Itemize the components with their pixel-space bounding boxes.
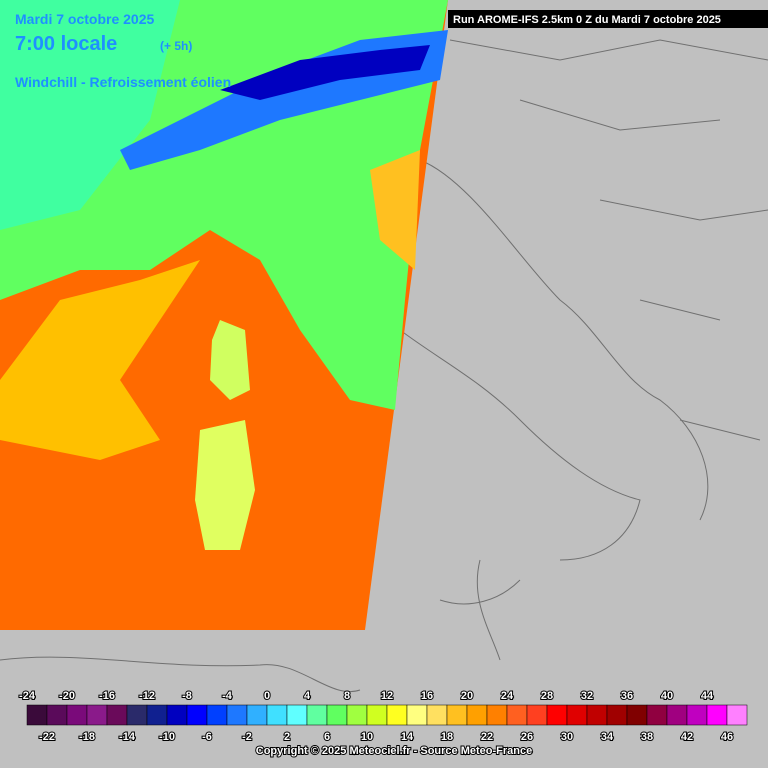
scale-label: -22	[39, 731, 55, 743]
swatch	[406, 704, 428, 726]
swatch	[146, 704, 168, 726]
swatch	[86, 704, 108, 726]
scale-label: -18	[79, 731, 95, 743]
swatch	[166, 704, 188, 726]
swatch	[466, 704, 488, 726]
borders	[0, 39, 768, 693]
offset: (+ 5h)	[160, 39, 192, 53]
swatch	[186, 704, 208, 726]
swatch	[646, 704, 668, 726]
scale-label: 38	[641, 731, 653, 743]
scale-label: -8	[182, 690, 192, 702]
scale-label: 36	[621, 690, 633, 702]
warm-area	[0, 260, 200, 460]
swatch	[46, 704, 68, 726]
scale-label: 4	[304, 690, 311, 702]
scale-label: 42	[681, 731, 693, 743]
swatch	[286, 704, 308, 726]
swatch	[426, 704, 448, 726]
scale-label: 20	[461, 690, 473, 702]
swatch	[506, 704, 528, 726]
scale-label: -24	[19, 690, 36, 702]
scale-label: -14	[119, 731, 136, 743]
swatch	[686, 704, 708, 726]
scale-label: 40	[661, 690, 673, 702]
swatch	[666, 704, 688, 726]
scale-label: 10	[361, 731, 373, 743]
scale-label: 26	[521, 731, 533, 743]
scale-label: 28	[541, 690, 553, 702]
scale-label: -10	[159, 731, 175, 743]
adriatic	[370, 150, 420, 270]
scale-label: -6	[202, 731, 212, 743]
scale-label: 44	[701, 690, 714, 702]
swatch	[346, 704, 368, 726]
scale-label: 32	[581, 690, 593, 702]
swatch	[586, 704, 608, 726]
scale-label: 34	[601, 731, 614, 743]
run-info: Run AROME-IFS 2.5km 0 Z du Mardi 7 octob…	[453, 14, 721, 26]
swatch	[626, 704, 648, 726]
swatch	[306, 704, 328, 726]
color-scale: -24-22-20-18-16-14-12-10-8-6-4-202468101…	[18, 689, 748, 744]
scale-label: -20	[59, 690, 75, 702]
scale-label: 46	[721, 731, 733, 743]
swatch	[66, 704, 88, 726]
scale-label: 6	[324, 731, 330, 743]
scale-label: 16	[421, 690, 433, 702]
swatch	[446, 704, 468, 726]
swatch	[226, 704, 248, 726]
date: Mardi 7 octobre 2025	[15, 11, 154, 27]
scale-label: -2	[242, 731, 252, 743]
scale-label: -4	[222, 690, 233, 702]
scale-label: 0	[264, 690, 270, 702]
scale-label: 2	[284, 731, 290, 743]
swatch	[266, 704, 288, 726]
swatch	[566, 704, 588, 726]
copyright: Copyright © 2025 Meteociel.fr - Source M…	[256, 745, 532, 757]
swatch	[206, 704, 228, 726]
swatch	[606, 704, 628, 726]
scale-label: -16	[99, 690, 115, 702]
land-area-cool	[0, 0, 180, 230]
swatch	[726, 704, 748, 726]
scale-label: 18	[441, 731, 453, 743]
swatch	[386, 704, 408, 726]
corsica	[210, 320, 250, 400]
swatch	[546, 704, 568, 726]
scale-label: 8	[344, 690, 350, 702]
scale-label: 24	[501, 690, 514, 702]
scale-label: 14	[401, 731, 414, 743]
swatch	[246, 704, 268, 726]
parameter: Windchill - Refroissement éolien	[15, 74, 231, 90]
swatch	[486, 704, 508, 726]
scale-label: 22	[481, 731, 493, 743]
swatch	[26, 704, 48, 726]
swatch	[526, 704, 548, 726]
run-box	[448, 10, 768, 28]
time: 7:00 locale	[15, 33, 117, 55]
sardinia	[195, 420, 255, 550]
scale-label: 30	[561, 731, 573, 743]
scale-label: -12	[139, 690, 155, 702]
swatch	[366, 704, 388, 726]
scale-label: 12	[381, 690, 393, 702]
swatch	[126, 704, 148, 726]
swatch	[326, 704, 348, 726]
swatch	[706, 704, 728, 726]
alps-high	[220, 45, 430, 100]
swatch	[106, 704, 128, 726]
